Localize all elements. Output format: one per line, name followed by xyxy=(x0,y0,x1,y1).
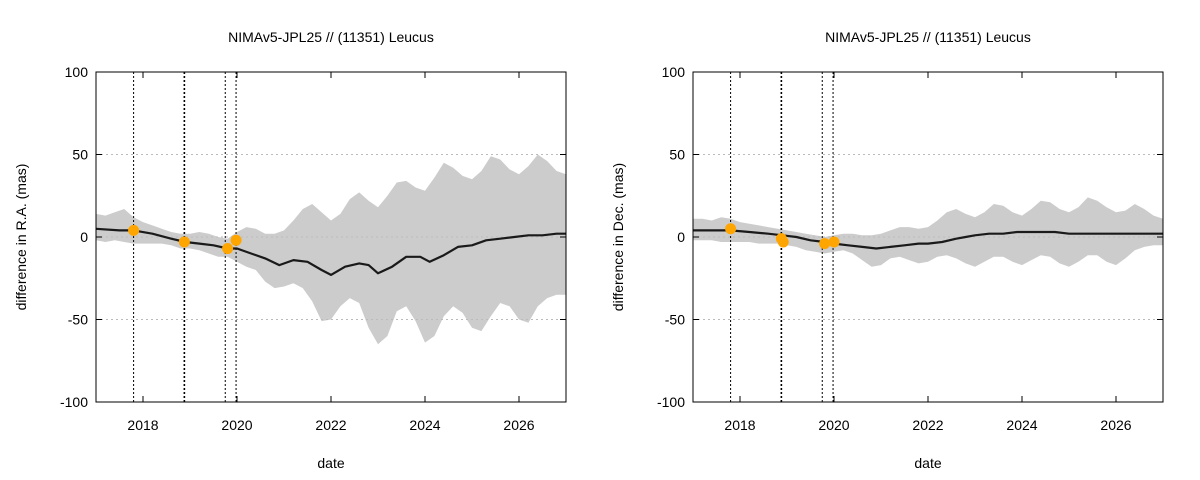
observation-point xyxy=(777,236,789,248)
chart-title: NIMAv5-JPL25 // (11351) Leucus xyxy=(228,29,434,45)
x-tick-label: 2024 xyxy=(409,417,440,433)
y-tick-label: 100 xyxy=(65,64,89,80)
chart-panel-ra: NIMAv5-JPL25 // (11351) Leucus differenc… xyxy=(13,29,567,471)
observation-point xyxy=(222,243,234,255)
y-tick-label: -50 xyxy=(665,312,685,328)
observation-point xyxy=(828,236,840,248)
x-axis-label: date xyxy=(914,455,941,471)
x-axis-label: date xyxy=(317,455,344,471)
y-tick-label: -50 xyxy=(68,312,88,328)
observation-point xyxy=(128,224,140,236)
chart-title: NIMAv5-JPL25 // (11351) Leucus xyxy=(825,29,1031,45)
y-tick-label: -100 xyxy=(657,394,685,410)
x-tick-label: 2020 xyxy=(221,417,252,433)
observation-point xyxy=(178,236,190,248)
x-tick-label: 2026 xyxy=(503,417,534,433)
x-tick-label: 2024 xyxy=(1006,417,1037,433)
y-tick-label: 0 xyxy=(677,229,685,245)
difference-line xyxy=(693,229,1163,250)
x-tick-label: 2018 xyxy=(724,417,755,433)
y-tick-label: 50 xyxy=(669,147,685,163)
x-tick-label: 2022 xyxy=(315,417,346,433)
difference-line xyxy=(95,227,566,276)
observation-point xyxy=(819,238,831,250)
observation-point xyxy=(230,234,242,246)
y-tick-label: 0 xyxy=(80,229,88,245)
uncertainty-band xyxy=(96,154,566,345)
y-tick-label: 100 xyxy=(662,64,686,80)
uncertainty-band xyxy=(693,197,1163,267)
chart-panel-dec: NIMAv5-JPL25 // (11351) Leucus differenc… xyxy=(610,29,1164,471)
y-axis-label: difference in R.A. (mas) xyxy=(13,164,29,311)
observation-point xyxy=(725,223,737,235)
x-tick-label: 2026 xyxy=(1100,417,1131,433)
x-tick-label: 2022 xyxy=(912,417,943,433)
x-tick-label: 2020 xyxy=(818,417,849,433)
y-tick-label: 50 xyxy=(72,147,88,163)
y-tick-label: -100 xyxy=(60,394,88,410)
y-axis-label: difference in Dec. (mas) xyxy=(610,163,626,311)
x-tick-label: 2018 xyxy=(127,417,158,433)
